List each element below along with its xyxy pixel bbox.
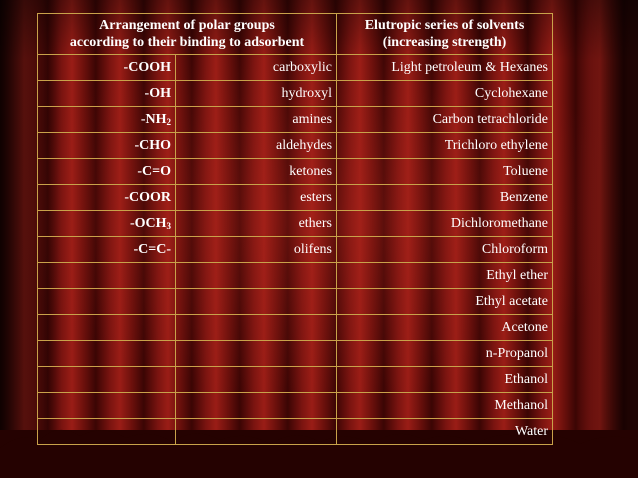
polar-group-cell: -CHO: [37, 132, 176, 159]
header-elutropic-series: Elutropic series of solvents (increasing…: [336, 13, 554, 55]
solvent-name: Carbon tetrachloride: [336, 106, 554, 133]
header-elutropic-line1: Elutropic series of solvents: [364, 18, 525, 33]
polar-group-name: [174, 392, 338, 419]
polar-group-cell: -OH: [37, 80, 176, 107]
polar-group-cell: -COOR: [37, 184, 176, 211]
table-row: -C=O ketones Toluene: [37, 158, 554, 185]
polar-group-cell: [37, 366, 176, 393]
table-row: Ethyl acetate: [37, 288, 554, 315]
solvent-name: Water: [336, 418, 554, 445]
polar-group-cell: -NH2: [37, 106, 176, 133]
table-header-row: Arrangement of polar groups according to…: [36, 13, 554, 55]
header-elutropic-line2: (increasing strength): [382, 35, 507, 50]
polar-group-formula: -CHO: [134, 137, 171, 153]
solvent-name: Ethyl ether: [336, 262, 554, 289]
polar-group-cell: -C=C-: [37, 236, 176, 263]
polar-group-name: [174, 418, 338, 445]
solvent-table: Arrangement of polar groups according to…: [36, 13, 554, 445]
polar-group-name: hydroxyl: [174, 80, 338, 107]
polar-group-formula: -OH: [144, 85, 171, 101]
polar-group-formula: -COOR: [124, 189, 171, 205]
polar-group-cell: [37, 340, 176, 367]
solvent-name: Ethyl acetate: [336, 288, 554, 315]
solvent-name: Acetone: [336, 314, 554, 341]
polar-group-name: [174, 340, 338, 367]
polar-group-name: [174, 314, 338, 341]
polar-group-formula: -NH: [140, 111, 167, 127]
polar-group-name: ketones: [174, 158, 338, 185]
solvent-name: Trichloro ethylene: [336, 132, 554, 159]
table-row: Ethanol: [37, 366, 554, 393]
header-polar-groups: Arrangement of polar groups according to…: [36, 13, 338, 55]
table-row: -NH2 amines Carbon tetrachloride: [37, 106, 554, 133]
polar-group-subscript: 3: [166, 220, 172, 231]
polar-group-formula: -C=C-: [133, 241, 171, 257]
polar-group-cell: [37, 418, 176, 445]
table-row: Acetone: [37, 314, 554, 341]
polar-group-cell: [37, 392, 176, 419]
polar-group-formula: -OCH: [129, 215, 167, 231]
polar-group-name: carboxylic: [174, 54, 338, 81]
polar-group-cell: [37, 262, 176, 289]
solvent-name: Ethanol: [336, 366, 554, 393]
polar-group-name: [174, 366, 338, 393]
solvent-name: Benzene: [336, 184, 554, 211]
polar-group-name: ethers: [174, 210, 338, 237]
solvent-name: Dichloromethane: [336, 210, 554, 237]
polar-group-cell: [37, 288, 176, 315]
polar-group-name: [174, 288, 338, 315]
table-row: -OH hydroxyl Cyclohexane: [37, 80, 554, 107]
solvent-name: Chloroform: [336, 236, 554, 263]
polar-group-cell: -OCH3: [37, 210, 176, 237]
solvent-name: n-Propanol: [336, 340, 554, 367]
header-polar-groups-line1: Arrangement of polar groups: [99, 18, 275, 33]
polar-group-formula: -C=O: [137, 163, 171, 179]
solvent-name: Light petroleum & Hexanes: [336, 54, 554, 81]
table-row: -CHO aldehydes Trichloro ethylene: [37, 132, 554, 159]
table-row: -COOH carboxylic Light petroleum & Hexanes: [37, 54, 554, 81]
polar-group-name: esters: [174, 184, 338, 211]
solvent-name: Cyclohexane: [336, 80, 554, 107]
header-polar-groups-line2: according to their binding to adsorbent: [69, 35, 305, 50]
polar-group-formula: -COOH: [123, 59, 171, 75]
table-row: -OCH3 ethers Dichloromethane: [37, 210, 554, 237]
table-row: n-Propanol: [37, 340, 554, 367]
polar-group-name: olifens: [174, 236, 338, 263]
polar-group-name: [174, 262, 338, 289]
solvent-name: Methanol: [336, 392, 554, 419]
polar-group-cell: -C=O: [37, 158, 176, 185]
table-row: -C=C-olifens Chloroform: [37, 236, 554, 263]
table-row: Ethyl ether: [37, 262, 554, 289]
polar-group-name: aldehydes: [174, 132, 338, 159]
polar-group-cell: -COOH: [37, 54, 176, 81]
table-row: -COOR esters Benzene: [37, 184, 554, 211]
polar-group-name: amines: [174, 106, 338, 133]
table-row: Methanol: [37, 392, 554, 419]
polar-group-subscript: 2: [166, 116, 172, 127]
table-row: Water: [37, 418, 554, 445]
polar-group-cell: [37, 314, 176, 341]
solvent-name: Toluene: [336, 158, 554, 185]
